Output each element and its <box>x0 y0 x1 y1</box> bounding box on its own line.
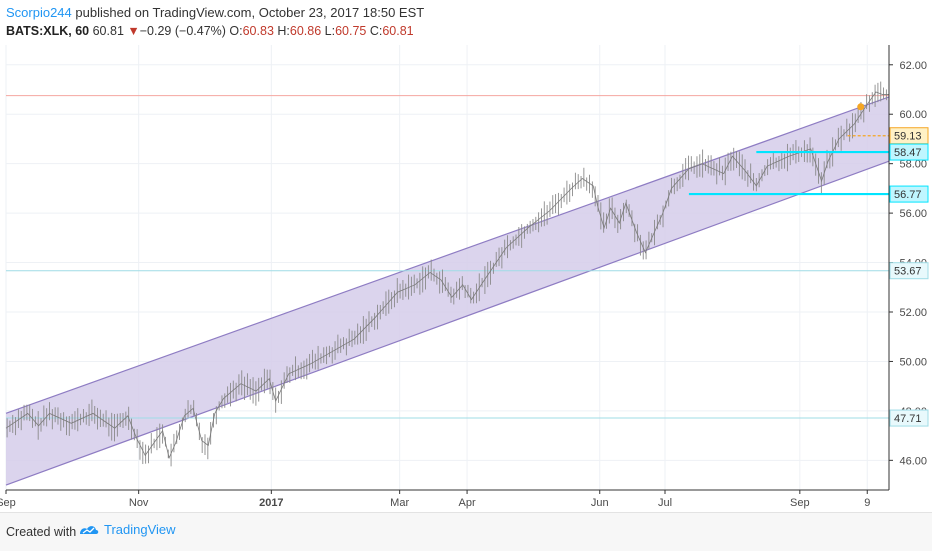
price-label-box <box>889 185 929 203</box>
time-tick-label: Jun <box>591 497 609 509</box>
time-tick-label: Sep <box>790 497 810 509</box>
down-arrow-icon: ▼ <box>127 24 140 38</box>
tradingview-brand[interactable]: TradingView <box>78 522 176 537</box>
created-with-text: Created with <box>6 525 77 539</box>
high-label: H: <box>277 24 290 38</box>
time-tick-label: Jul <box>658 497 672 509</box>
low-value: 60.75 <box>335 24 367 38</box>
price-label-text: 47.71 <box>894 413 922 425</box>
time-tick-label: 2017 <box>259 497 283 509</box>
time-tick-label: Nov <box>129 497 149 509</box>
price-label-box <box>889 262 929 280</box>
last-price-dot <box>857 103 865 111</box>
price-chart[interactable]: 62.0060.0058.0056.0054.0052.0050.0048.00… <box>0 44 932 512</box>
time-tick-label: Apr <box>459 497 476 509</box>
price-change: −0.29 (−0.47%) <box>139 24 226 38</box>
footer: Created with TradingView <box>0 512 932 551</box>
price-label-text: 58.47 <box>894 147 922 159</box>
time-tick-label: Sep <box>0 497 16 509</box>
last-price: 60.81 <box>92 24 124 38</box>
price-tick-label: 52.00 <box>899 307 927 319</box>
symbol-label: BATS:XLK, 60 <box>6 24 90 38</box>
author-link[interactable]: Scorpio244 <box>6 5 72 20</box>
open-value: 60.83 <box>242 24 274 38</box>
price-tick-label: 50.00 <box>899 356 927 368</box>
horizontal-levels <box>6 270 889 419</box>
last-price-marker <box>847 103 889 137</box>
ohlc-legend: BATS:XLK, 60 60.81 ▼−0.29 (−0.47%) O:60.… <box>6 24 414 38</box>
price-tick-label: 62.00 <box>899 60 927 72</box>
close-label: C: <box>369 24 383 38</box>
price-series-line <box>5 91 889 460</box>
low-label: L: <box>324 24 336 38</box>
time-axis[interactable]: Sep Nov 2017 Mar Apr Jun Jul Sep 9 <box>0 490 870 509</box>
support-levels <box>688 150 889 196</box>
price-tick-label: 58.00 <box>899 159 927 171</box>
channel-lower-line <box>5 160 890 486</box>
publish-text: published on TradingView.com, October 23… <box>71 5 425 20</box>
tradingview-logo-icon <box>80 525 99 534</box>
price-label-box <box>889 409 929 427</box>
price-tick-label: 60.00 <box>899 109 927 121</box>
publish-info: Scorpio244 published on TradingView.com,… <box>6 5 424 20</box>
price-labels: 59.13 58.47 56.77 53.67 47.71 <box>889 127 929 427</box>
high-value: 60.86 <box>289 24 322 38</box>
tradingview-brand-name: TradingView <box>104 522 176 537</box>
channel-upper-line <box>5 96 890 414</box>
price-tick-label: 56.00 <box>899 208 927 220</box>
close-value: 60.81 <box>382 24 414 38</box>
chart-header: Scorpio244 published on TradingView.com,… <box>0 0 932 44</box>
time-tick-label: 9 <box>864 497 870 509</box>
time-tick-label: Mar <box>390 497 409 509</box>
open-label: O: <box>229 24 243 38</box>
price-tick-label: 46.00 <box>899 455 927 467</box>
price-label-text: 56.77 <box>894 189 922 201</box>
price-label-box <box>889 143 929 161</box>
price-label-text: 53.67 <box>894 266 922 278</box>
price-label-text: 59.13 <box>894 131 922 143</box>
